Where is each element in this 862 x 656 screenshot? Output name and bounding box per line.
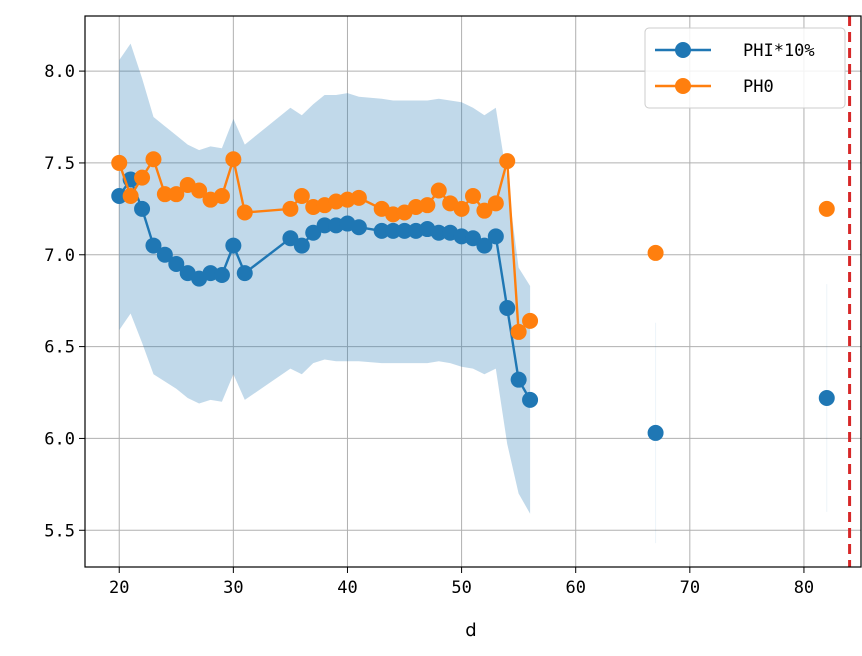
- data-point: [510, 323, 527, 340]
- data-point: [168, 255, 185, 272]
- data-point: [145, 237, 162, 254]
- data-point: [487, 195, 504, 212]
- data-point: [818, 390, 835, 407]
- data-point: [191, 182, 208, 199]
- y-tick-label: 6.5: [44, 338, 75, 358]
- data-point: [134, 169, 151, 186]
- y-tick-label: 6.0: [44, 429, 75, 449]
- series-layer: [111, 151, 835, 441]
- data-point: [111, 154, 128, 171]
- data-point: [282, 200, 299, 217]
- data-point: [385, 222, 402, 239]
- plot-frame: [84, 15, 862, 568]
- x-tick-label: 40: [337, 578, 357, 598]
- data-point: [430, 224, 447, 241]
- data-point: [236, 265, 253, 282]
- data-point: [396, 222, 413, 239]
- data-point: [373, 222, 390, 239]
- data-point: [350, 219, 367, 236]
- data-point: [419, 197, 436, 214]
- legend-marker: [675, 42, 691, 58]
- x-tick-label: 20: [109, 578, 129, 598]
- y-tick-label: 5.5: [44, 521, 75, 541]
- data-point: [282, 230, 299, 247]
- x-tick-label: 30: [223, 578, 243, 598]
- data-point: [122, 187, 139, 204]
- data-point: [111, 187, 128, 204]
- data-point: [316, 217, 333, 234]
- data-point: [225, 237, 242, 254]
- x-tick-label: 80: [794, 578, 814, 598]
- legend-item: PHI*10%: [655, 41, 815, 61]
- data-point: [168, 186, 185, 203]
- data-point: [430, 182, 447, 199]
- data-point: [213, 266, 230, 283]
- y-axis: 5.5 6.0 6.5 7.0 7.5 8.0: [44, 62, 85, 541]
- y-tick-label: 7.5: [44, 154, 75, 174]
- legend: PHI*10% PH0: [644, 27, 846, 109]
- x-axis: 20 30 40 50 60 70 80: [109, 567, 814, 598]
- data-point: [305, 224, 322, 241]
- legend-item: PH0: [655, 77, 774, 97]
- data-point: [156, 186, 173, 203]
- data-point: [156, 246, 173, 263]
- data-point: [499, 153, 516, 170]
- data-point: [134, 200, 151, 217]
- legend-box: [644, 27, 846, 109]
- grid: [85, 16, 861, 567]
- data-point: [225, 151, 242, 168]
- data-point: [522, 391, 539, 408]
- x-tick-label: 70: [680, 578, 700, 598]
- y-tick-label: 7.0: [44, 246, 75, 266]
- data-point: [476, 202, 493, 219]
- data-point: [350, 189, 367, 206]
- series-ph0: [111, 151, 835, 340]
- legend-label: PHI*10%: [743, 41, 815, 61]
- data-point: [476, 237, 493, 254]
- data-point: [453, 200, 470, 217]
- band-area: [119, 43, 531, 514]
- data-point: [647, 424, 664, 441]
- data-point: [522, 312, 539, 329]
- legend-marker: [675, 78, 691, 94]
- y-tick-label: 8.0: [44, 62, 75, 82]
- data-point: [818, 200, 835, 217]
- data-point: [213, 187, 230, 204]
- data-point: [465, 230, 481, 247]
- data-point: [499, 300, 516, 317]
- data-point: [647, 244, 664, 261]
- data-point: [293, 237, 310, 254]
- x-tick-label: 50: [451, 578, 471, 598]
- x-axis-label: d: [465, 620, 476, 641]
- legend-label: PH0: [743, 77, 774, 97]
- data-point: [293, 187, 310, 204]
- data-point: [145, 151, 162, 168]
- data-point: [236, 204, 253, 221]
- x-tick-label: 60: [565, 578, 585, 598]
- data-point: [465, 187, 481, 204]
- data-point: [487, 228, 504, 245]
- data-point: [510, 371, 527, 388]
